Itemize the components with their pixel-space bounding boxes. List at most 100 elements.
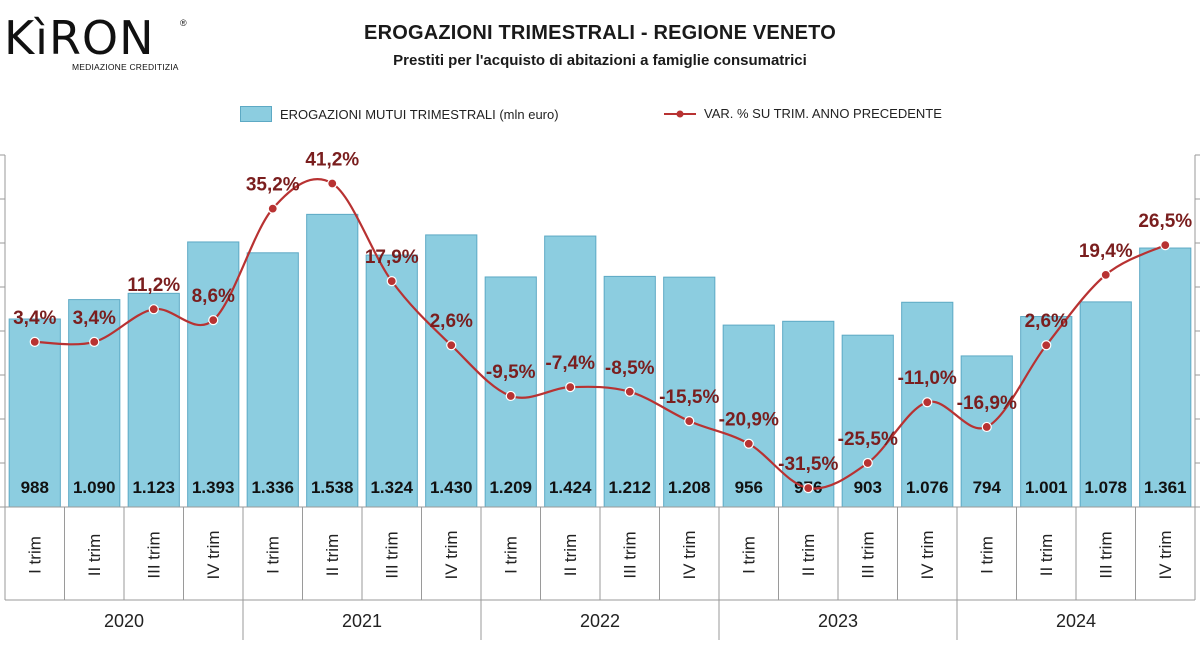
year-label: 2024	[1056, 611, 1096, 631]
bar-value-label: 903	[854, 478, 882, 497]
chart-legend: EROGAZIONI MUTUI TRIMESTRALI (mln euro) …	[0, 106, 1200, 130]
line-value-label: 26,5%	[1138, 211, 1192, 232]
line-value-label: -15,5%	[659, 387, 719, 408]
line-point	[981, 421, 992, 433]
line-point	[29, 336, 40, 347]
line-value-label: 3,4%	[73, 308, 116, 329]
category-label: I trim	[739, 536, 758, 574]
legend-bar-swatch	[240, 106, 272, 122]
line-point	[743, 438, 754, 449]
bar-value-label: 1.324	[370, 478, 413, 497]
category-label: IV trim	[918, 530, 937, 579]
line-point	[267, 203, 278, 214]
bar-value-label: 1.538	[311, 478, 354, 497]
logo-tagline: MEDIAZIONE CREDITIZIA	[72, 62, 179, 72]
bar-value-label: 1.076	[906, 478, 949, 497]
bar-value-label: 1.424	[549, 478, 592, 497]
category-label: II trim	[561, 534, 580, 577]
line-point	[386, 276, 397, 287]
bar-value-label: 1.123	[132, 478, 175, 497]
year-label: 2023	[818, 611, 858, 631]
bar-value-label: 1.209	[489, 478, 532, 497]
category-label: II trim	[323, 534, 342, 577]
year-label: 2020	[104, 611, 144, 631]
bar-value-label: 988	[21, 478, 49, 497]
bar-value-label: 1.001	[1025, 478, 1068, 497]
line-value-labels: 3,4% 3,4% 11,2% 8,6% 35,2%41,2% 17,9% 2,6% -9,5…	[13, 149, 1192, 475]
legend-line-swatch	[664, 110, 696, 117]
logo-wordmark: KìRON	[4, 11, 155, 65]
line-point	[803, 483, 814, 494]
line-value-label: -8,5%	[605, 358, 655, 379]
bar-value-label: 1.090	[73, 478, 116, 497]
category-label: II trim	[1037, 534, 1056, 577]
line-value-label: 8,6%	[192, 286, 235, 307]
category-label: III trim	[1096, 531, 1115, 578]
legend-item-bars: EROGAZIONI MUTUI TRIMESTRALI (mln euro)	[240, 106, 559, 122]
bar	[8, 318, 61, 508]
line-point	[327, 178, 338, 189]
line-point	[505, 390, 516, 402]
line-series	[29, 178, 1171, 494]
bar	[425, 234, 478, 508]
line-value-label: 35,2%	[246, 175, 300, 196]
category-label: II trim	[799, 534, 818, 577]
line-value-label: -11,0%	[898, 368, 957, 389]
line-value-label: 41,2%	[305, 149, 359, 170]
line-point	[862, 457, 873, 469]
line-point	[922, 397, 933, 408]
line-point	[1100, 269, 1111, 280]
bar	[306, 213, 359, 508]
bar-series	[8, 213, 1192, 508]
category-label: I trim	[977, 536, 996, 574]
chart-frame	[0, 154, 1200, 508]
line-value-label: -25,5%	[838, 429, 898, 450]
bar	[722, 324, 775, 508]
bar-value-label: 1.430	[430, 478, 473, 497]
bar	[187, 241, 240, 508]
bar	[1079, 301, 1132, 508]
category-label: IV trim	[1156, 530, 1175, 579]
chart-subtitle: Prestiti per l'acquisto di abitazioni a …	[393, 52, 807, 69]
line-value-label: -9,5%	[486, 362, 536, 383]
line-value-label: 17,9%	[365, 247, 419, 268]
category-label: IV trim	[680, 530, 699, 579]
legend-line-label: VAR. % SU TRIM. ANNO PRECEDENTE	[704, 106, 942, 121]
line-value-label: 3,4%	[13, 308, 56, 329]
bar-value-labels: 988 1.090 1.123 1.393 1.336 1.538 1.324 1.430 1.…	[21, 478, 1187, 497]
bar	[365, 254, 418, 508]
category-label: IV trim	[204, 530, 223, 579]
bar-value-label: 1.208	[668, 478, 711, 497]
category-label: IV trim	[442, 530, 461, 579]
bar-value-label: 1.393	[192, 478, 235, 497]
category-label: II trim	[85, 534, 104, 577]
line-point	[1041, 340, 1052, 351]
line-value-label: 19,4%	[1079, 241, 1133, 262]
bar	[1139, 247, 1192, 508]
category-label: III trim	[620, 531, 639, 578]
line-value-label: 2,6%	[430, 311, 473, 332]
line-point	[1160, 239, 1171, 251]
kiron-logo: KìRON ® MEDIAZIONE CREDITIZIA	[4, 8, 194, 72]
bar	[841, 334, 894, 508]
line-point	[208, 315, 219, 326]
bar-value-label: 1.336	[251, 478, 294, 497]
line-point	[446, 340, 457, 351]
legend-item-line: VAR. % SU TRIM. ANNO PRECEDENTE	[664, 106, 942, 121]
bar-value-label: 1.361	[1144, 478, 1187, 497]
line-value-label: -20,9%	[719, 410, 779, 431]
category-label: III trim	[858, 531, 877, 578]
bar	[663, 276, 716, 508]
chart-title: EROGAZIONI TRIMESTRALI - REGIONE VENETO	[364, 22, 836, 44]
x-axis: I trim II trim III trim IV trim I trim II tri…	[4, 506, 1196, 640]
line-point	[684, 415, 695, 427]
line-point	[89, 336, 100, 347]
bar	[246, 252, 299, 508]
line-value-label: -16,9%	[957, 393, 1017, 414]
bar	[127, 292, 180, 508]
bar-value-label: 1.078	[1084, 478, 1127, 497]
legend-bar-label: EROGAZIONI MUTUI TRIMESTRALI (mln euro)	[280, 106, 559, 122]
line-point	[148, 304, 159, 315]
line-value-label: -31,5%	[778, 454, 838, 475]
